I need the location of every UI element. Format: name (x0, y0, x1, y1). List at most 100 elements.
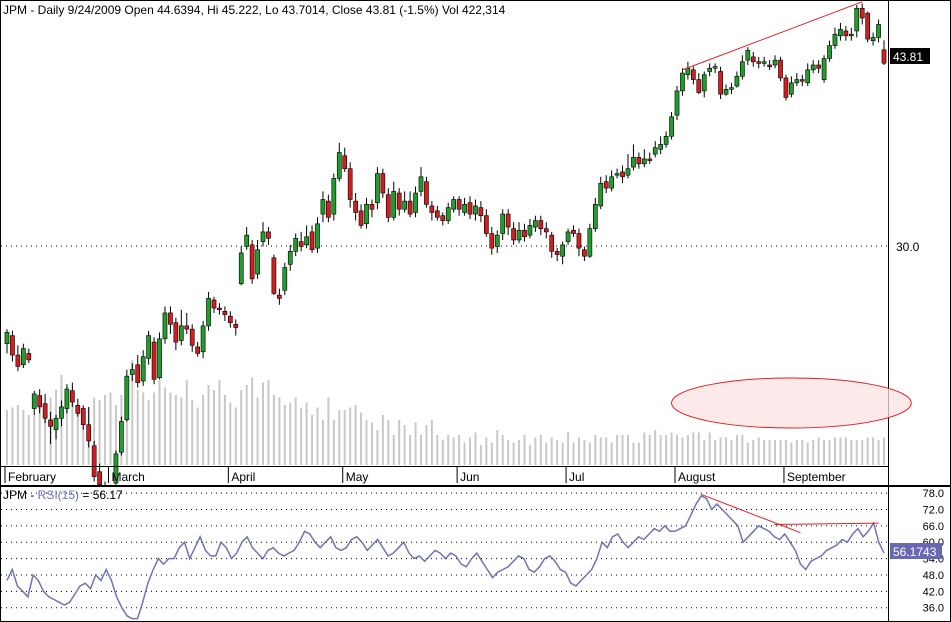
candle-body (86, 424, 92, 442)
candle-body (500, 213, 506, 234)
candle-body (135, 364, 141, 383)
month-label: Jul (569, 470, 584, 484)
candle-body (440, 215, 446, 221)
candle-body (789, 82, 794, 95)
candle-body (538, 220, 544, 229)
candle-body (680, 72, 685, 92)
candle-body (576, 233, 582, 249)
candle-body (620, 171, 625, 178)
candle-body (20, 348, 26, 366)
candle-body (266, 231, 271, 239)
rsi-value-label: 56.1743 (893, 545, 937, 559)
candle-body (663, 135, 669, 145)
candle-body (473, 205, 478, 215)
candle-body (434, 210, 440, 218)
candle-body (712, 66, 718, 69)
month-label: February (8, 470, 56, 484)
candle-body (277, 294, 282, 299)
candle-body (375, 173, 380, 204)
candle-body (832, 33, 838, 46)
candle-body (718, 71, 723, 95)
candle-body (511, 228, 516, 241)
candle-body (625, 168, 631, 176)
rsi-value-badge (890, 543, 942, 559)
candle-body (745, 50, 751, 61)
month-label: May (346, 470, 369, 484)
rsi-trendline (774, 522, 879, 525)
candle-body (467, 202, 473, 215)
candle-body (522, 229, 527, 238)
candle-body (505, 213, 511, 228)
candle-body (696, 79, 702, 93)
candle-body (391, 191, 397, 218)
rsi-indicator-label: JPM - RSI(15) = 56.17 (3, 488, 123, 502)
candle-body (598, 182, 604, 207)
candle-body (609, 176, 614, 189)
price-trendline (682, 1, 863, 71)
candle-body (571, 229, 576, 234)
candle-body (554, 251, 560, 255)
rsi-tick-label: 36.0 (923, 603, 944, 615)
candle-body (805, 69, 811, 84)
candle-body (881, 49, 887, 64)
candle-body (178, 325, 184, 341)
candle-body (369, 204, 375, 210)
candle-body (838, 29, 843, 37)
last-price-label: 43.81 (893, 50, 923, 64)
candle-body (10, 335, 15, 356)
candle-body (173, 322, 179, 343)
rsi-tick-label: 72.0 (923, 504, 944, 516)
candle-body (729, 87, 734, 90)
candle-body (217, 307, 222, 310)
rsi-label-symbol: JPM - (3, 488, 38, 502)
candle-body (701, 74, 707, 92)
candle-body (631, 157, 636, 168)
candle-body (603, 181, 609, 189)
candle-body (15, 354, 21, 367)
candle-body (783, 77, 789, 98)
candle-body (80, 408, 86, 426)
price-candles (4, 3, 887, 500)
candle-body (140, 356, 146, 382)
candle-body (761, 61, 767, 64)
candle-body (282, 267, 288, 291)
candle-body (358, 210, 364, 226)
candle-body (331, 178, 337, 215)
candle-body (336, 152, 342, 179)
candle-body (271, 257, 277, 294)
candle-body (859, 7, 865, 19)
price-trendlines (682, 1, 863, 71)
candle-body (189, 328, 195, 346)
candle-body (255, 249, 260, 275)
candle-body (119, 421, 124, 453)
last-price-badge (890, 48, 930, 64)
rsi-label-value: = 56.17 (79, 488, 123, 502)
candle-body (592, 204, 598, 229)
candle-body (129, 369, 135, 375)
candle-body (691, 69, 696, 80)
candle-body (53, 417, 59, 430)
candle-body (42, 403, 48, 419)
candle-body (326, 200, 331, 218)
candle-body (740, 61, 745, 77)
candle-body (249, 244, 255, 280)
price-axis-label-30: 30.0 (896, 240, 920, 254)
rsi-tick-label: 66.0 (923, 521, 944, 533)
candle-body (527, 225, 533, 236)
candle-body (407, 200, 413, 215)
candle-body (222, 310, 228, 315)
candle-body (636, 157, 642, 165)
candle-body (516, 229, 522, 241)
candle-body (162, 312, 168, 340)
rsi-tick-label: 48.0 (923, 570, 944, 582)
month-axis: February March April May Jun Jul August Septemb… (4, 466, 846, 484)
candle-body (402, 200, 407, 210)
candle-body (211, 299, 217, 309)
candle-body (429, 205, 435, 213)
candle-body (124, 375, 130, 421)
candle-body (456, 199, 462, 210)
candle-body (462, 204, 467, 213)
candle-body (260, 231, 266, 242)
month-label: September (787, 470, 846, 484)
candle-body (244, 234, 250, 247)
